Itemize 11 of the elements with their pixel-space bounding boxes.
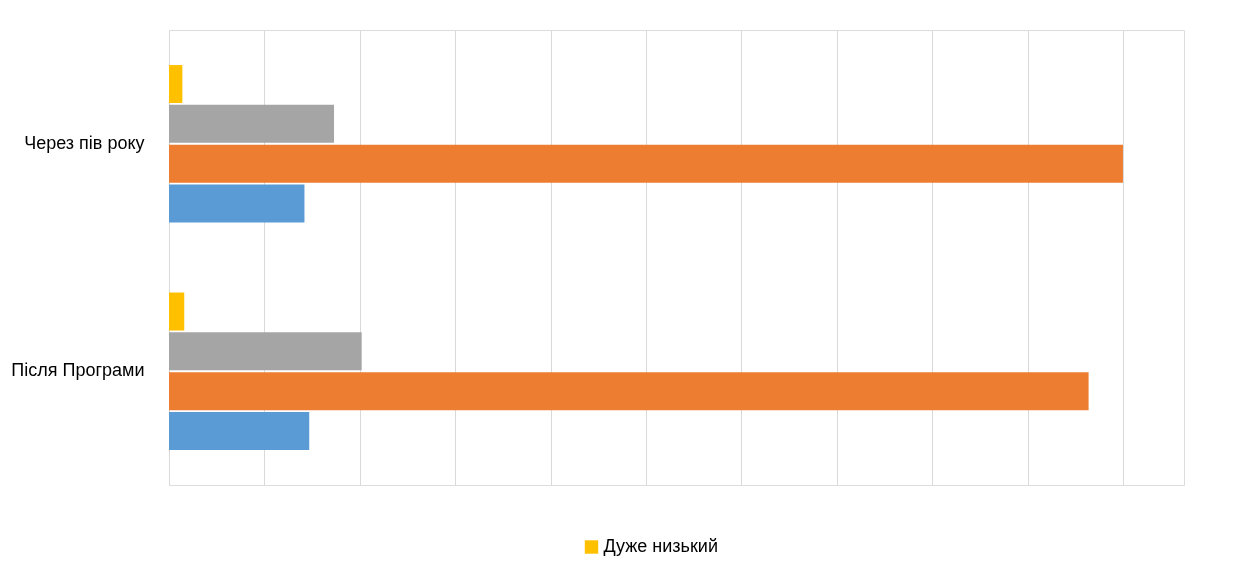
legend-label: Дуже низький: [603, 536, 718, 556]
y-tick-label: Через пів року: [24, 132, 145, 153]
bar: [169, 292, 185, 331]
bar: [169, 184, 305, 223]
bar: [169, 104, 335, 143]
bar: [169, 372, 1089, 411]
bar: [169, 144, 1123, 183]
bar: [169, 411, 310, 450]
bar: [169, 65, 183, 104]
bar: [169, 332, 362, 371]
y-tick-label: Після Програми: [11, 360, 145, 381]
